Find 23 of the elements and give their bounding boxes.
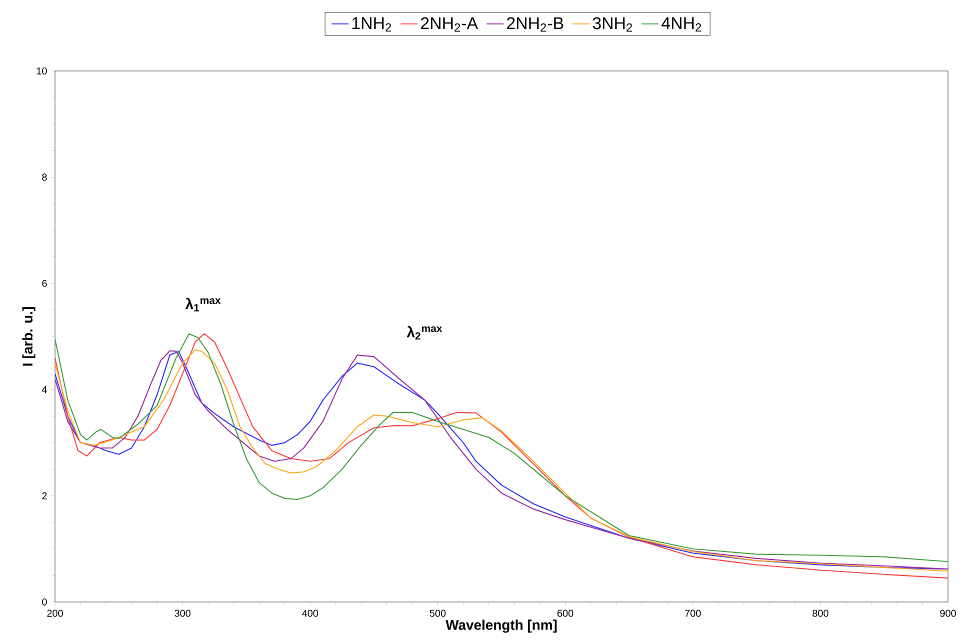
annotation: λ$_{1}$max: [185, 298, 221, 312]
legend-label: 3NH$_{2}$: [592, 17, 632, 32]
x-tick-label: 700: [685, 610, 701, 617]
x-tick-label: 400: [302, 610, 318, 617]
y-tick-label: 8: [42, 174, 47, 181]
annotation: λ$_{2}$max: [406, 326, 442, 340]
x-tick-label: 900: [940, 610, 956, 617]
y-tick-label: 6: [42, 280, 47, 287]
legend-label: 1NH$_{2}$: [352, 17, 392, 32]
legend-label: 4NH$_{2}$: [662, 17, 702, 32]
y-tick-label: 10: [36, 67, 47, 75]
x-tick-label: 600: [557, 610, 574, 617]
x-tick-label: 800: [812, 610, 828, 617]
x-axis-title: Wavelength [nm]: [446, 620, 557, 633]
y-axis-title: I [arb. u.]: [22, 307, 36, 366]
y-tick-label: 0: [42, 598, 47, 606]
legend-label: 2NH$_{2}$-A: [421, 17, 478, 32]
x-tick-label: 500: [430, 610, 446, 617]
y-tick-label: 4: [42, 386, 47, 394]
y-tick-label: 2: [42, 492, 47, 500]
x-tick-label: 300: [174, 610, 191, 617]
x-tick-label: 200: [47, 610, 63, 617]
legend-label: 2NH$_{2}$-B: [507, 17, 564, 32]
